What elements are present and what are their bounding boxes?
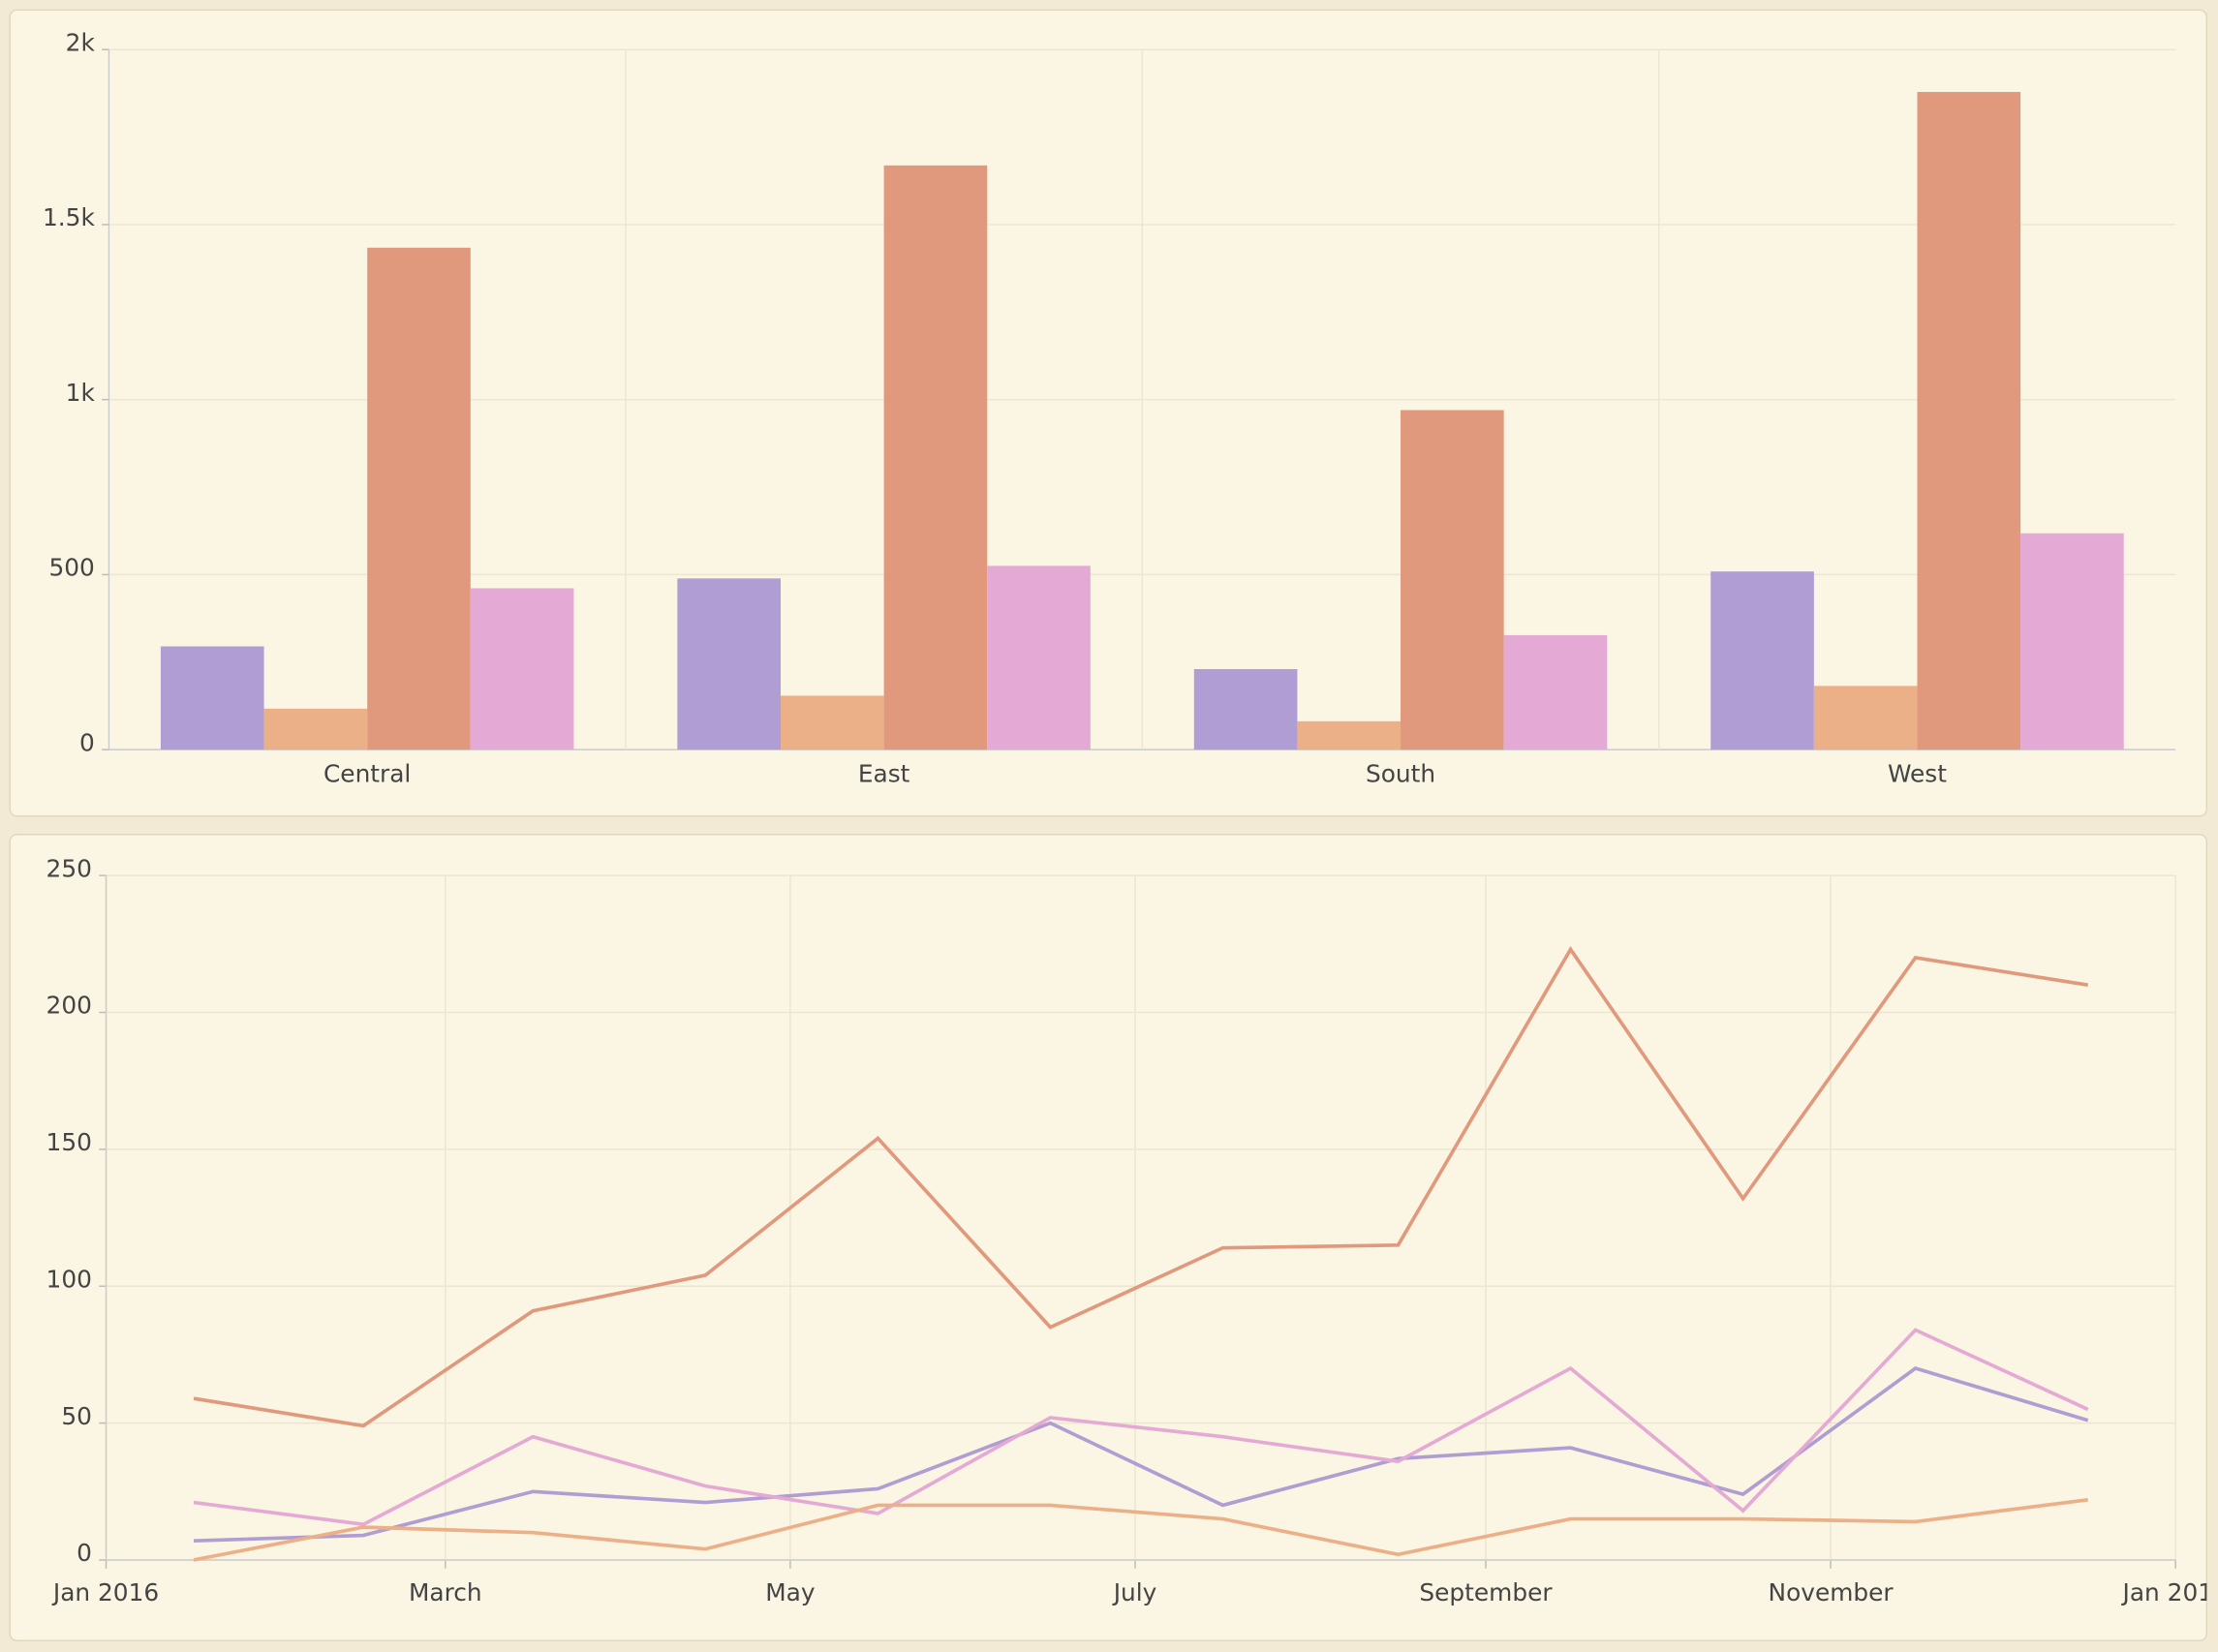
x-tick-label: September: [1419, 1578, 1553, 1606]
bar: [367, 247, 471, 750]
line-series: [193, 1366, 2089, 1544]
y-tick-label: 500: [48, 554, 94, 582]
x-tick-label: South: [1366, 759, 1435, 787]
bar: [883, 165, 988, 750]
bar: [1401, 410, 1504, 750]
y-tick-label: 250: [46, 854, 92, 882]
bar: [1503, 634, 1608, 750]
line-series: [193, 946, 2088, 1428]
x-tick-label: July: [1112, 1578, 1157, 1606]
line-series: [193, 1497, 2088, 1562]
y-tick-label: 0: [79, 728, 95, 756]
y-tick-label: 0: [77, 1539, 92, 1567]
x-tick-label: Jan 2017: [2121, 1578, 2218, 1606]
bar: [470, 588, 574, 750]
y-tick-label: 150: [46, 1128, 92, 1156]
y-tick-label: 200: [46, 992, 92, 1020]
x-tick-label: East: [858, 759, 910, 787]
bar: [677, 578, 781, 750]
bar: [1813, 686, 1918, 750]
bar: [160, 646, 264, 750]
bar: [1297, 720, 1402, 750]
y-tick-label: 2k: [66, 28, 96, 56]
bar: [263, 708, 368, 750]
y-tick-label: 100: [46, 1265, 92, 1293]
bar: [1917, 91, 2021, 750]
bar: [987, 566, 1091, 750]
bar: [1710, 571, 1814, 750]
y-tick-label: 1.5k: [43, 203, 95, 231]
x-tick-label: March: [409, 1578, 482, 1606]
bar: [780, 695, 884, 750]
x-tick-label: May: [765, 1578, 815, 1606]
x-tick-label: West: [1888, 759, 1947, 787]
bar: [1193, 668, 1298, 750]
x-tick-label: Central: [323, 759, 411, 787]
line-series: [193, 1328, 2089, 1527]
x-tick-label: Jan 2016: [51, 1578, 159, 1606]
y-tick-label: 1k: [66, 379, 96, 407]
x-tick-group: Jan 2016 March May July September November Jan…: [51, 1578, 2218, 1606]
y-tick-label: 50: [61, 1402, 92, 1430]
x-tick-label: November: [1769, 1578, 1895, 1606]
bar: [2020, 533, 2124, 750]
